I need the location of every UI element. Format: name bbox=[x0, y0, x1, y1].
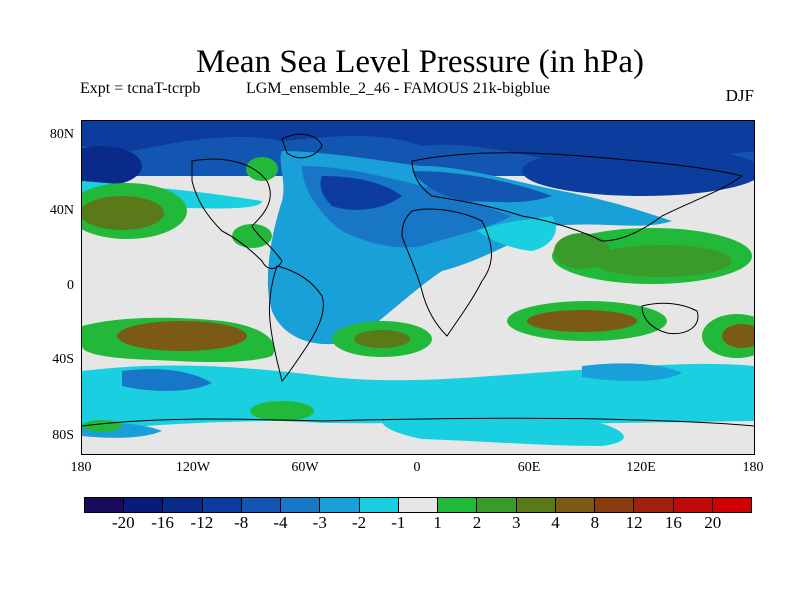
north-america-coast bbox=[191, 158, 283, 269]
season-label: DJF bbox=[725, 86, 754, 105]
colorbar-label: 12 bbox=[625, 513, 643, 532]
atlantic-low-core bbox=[320, 176, 402, 210]
lat-tick-label: 0 bbox=[67, 278, 74, 293]
north-pacific-high-core bbox=[82, 196, 164, 230]
arabia-low bbox=[477, 216, 556, 251]
colorbar-segment bbox=[673, 498, 713, 512]
pressure-map bbox=[81, 120, 755, 455]
colorbar-segment bbox=[359, 498, 399, 512]
indian-ocean-high-core bbox=[527, 310, 637, 332]
colorbar-label: 16 bbox=[664, 513, 682, 532]
lon-tick-label: 0 bbox=[413, 460, 421, 475]
lat-tick-label: 40N bbox=[49, 203, 74, 218]
australia-coast bbox=[641, 302, 699, 335]
experiment-label: Expt = tcnaT-tcrpb bbox=[80, 80, 201, 97]
colorbar-label: -4 bbox=[273, 513, 288, 532]
lon-tick-label: 120E bbox=[626, 460, 656, 475]
colorbar-segment bbox=[555, 498, 596, 512]
colorbar-label: -3 bbox=[312, 513, 327, 532]
antarctic-high bbox=[82, 420, 122, 432]
colorbar bbox=[84, 497, 752, 513]
colorbar-segment bbox=[241, 498, 282, 512]
colorbar-label: 3 bbox=[511, 513, 521, 532]
colorbar-segment bbox=[477, 498, 517, 512]
colorbar-label: 4 bbox=[551, 513, 560, 532]
lat-tick-label: 80N bbox=[49, 127, 74, 142]
lat-tick-label: 80S bbox=[52, 428, 74, 443]
lon-tick-label: 60W bbox=[291, 460, 319, 475]
colorbar-label: -1 bbox=[391, 513, 406, 532]
colorbar-segment bbox=[398, 498, 439, 512]
southern-ocean-band bbox=[82, 363, 754, 431]
lon-tick-label: 60E bbox=[517, 460, 541, 475]
greenland-coast bbox=[281, 133, 323, 159]
south-atlantic-high-core bbox=[354, 330, 410, 348]
colorbar-label: 2 bbox=[472, 513, 482, 532]
west-pacific-high-core bbox=[592, 245, 732, 277]
colorbar-segment bbox=[320, 498, 360, 512]
colorbar-segment bbox=[124, 498, 164, 512]
colorbar-segment bbox=[85, 498, 125, 512]
south-america-coast bbox=[269, 265, 324, 382]
africa-coast bbox=[401, 208, 492, 337]
colorbar-label: -20 bbox=[111, 513, 135, 532]
colorbar-label: -2 bbox=[351, 513, 367, 532]
colorbar-segment bbox=[281, 498, 321, 512]
colorbar-segment bbox=[438, 498, 478, 512]
colorbar-segment bbox=[712, 498, 751, 512]
colorbar-label: -16 bbox=[151, 513, 174, 532]
pressure-field bbox=[82, 121, 754, 454]
colorbar-label: -12 bbox=[190, 513, 214, 532]
colorbar-segment bbox=[202, 498, 242, 512]
south-pacific-high-core bbox=[117, 321, 247, 351]
europe-low bbox=[412, 171, 552, 203]
asia-high bbox=[554, 233, 610, 269]
lon-tick-label: 120W bbox=[175, 460, 211, 475]
eurasia-coast bbox=[411, 152, 744, 242]
antarctica-coast bbox=[82, 417, 754, 427]
tasman-high-core bbox=[722, 324, 754, 348]
coastlines bbox=[82, 133, 754, 427]
siberia-low bbox=[522, 146, 754, 196]
lon-tick-label: 180 bbox=[742, 460, 764, 475]
lat-tick-label: 40S bbox=[52, 352, 74, 367]
colorbar-label: -8 bbox=[234, 513, 249, 532]
chart-title: Mean Sea Level Pressure (in hPa) bbox=[195, 44, 645, 80]
colorbar-label: 8 bbox=[590, 513, 600, 532]
indian-ocean-low bbox=[582, 363, 682, 382]
colorbar-label: 20 bbox=[704, 513, 722, 532]
colorbar-segment bbox=[163, 498, 203, 512]
south-pacific-low bbox=[122, 369, 212, 391]
lon-tick-label: 180 bbox=[70, 460, 92, 475]
weddell-high bbox=[250, 401, 314, 421]
gulf-high bbox=[232, 224, 272, 248]
run-label: LGM_ensemble_2_46 - FAMOUS 21k-bigblue bbox=[246, 80, 551, 97]
colorbar-segment bbox=[595, 498, 635, 512]
colorbar-label: 1 bbox=[433, 513, 442, 532]
pacific-nw-low bbox=[82, 146, 142, 186]
colorbar-segment bbox=[516, 498, 556, 512]
colorbar-segment bbox=[634, 498, 674, 512]
greenland-high bbox=[246, 157, 278, 181]
antarctic-coast-low bbox=[382, 418, 624, 446]
